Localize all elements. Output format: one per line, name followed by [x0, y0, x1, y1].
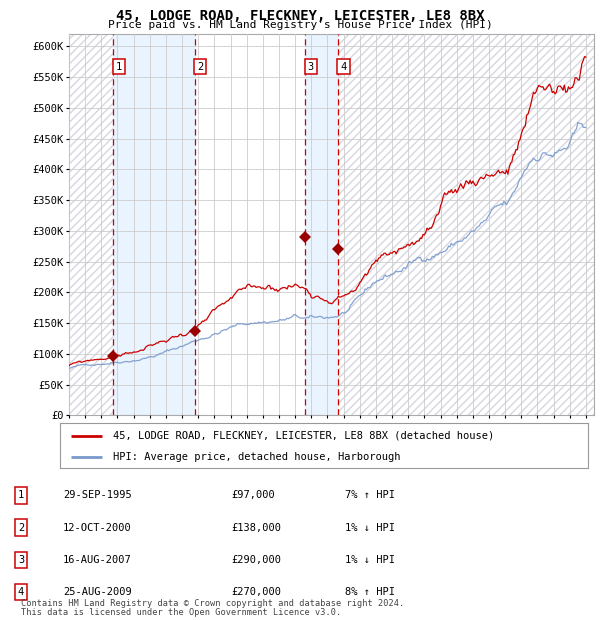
Text: 12-OCT-2000: 12-OCT-2000 [63, 523, 132, 533]
Text: 25-AUG-2009: 25-AUG-2009 [63, 587, 132, 597]
Text: 7% ↑ HPI: 7% ↑ HPI [345, 490, 395, 500]
Bar [338, 34, 594, 415]
Text: £290,000: £290,000 [231, 555, 281, 565]
Text: 3: 3 [308, 61, 314, 71]
Text: Contains HM Land Registry data © Crown copyright and database right 2024.: Contains HM Land Registry data © Crown c… [21, 598, 404, 608]
Text: 4: 4 [340, 61, 347, 71]
Text: 8% ↑ HPI: 8% ↑ HPI [345, 587, 395, 597]
Text: HPI: Average price, detached house, Harborough: HPI: Average price, detached house, Harb… [113, 452, 400, 462]
Text: £138,000: £138,000 [231, 523, 281, 533]
Text: 3: 3 [18, 555, 24, 565]
Text: 1% ↓ HPI: 1% ↓ HPI [345, 523, 395, 533]
Bar [338, 34, 594, 415]
Bar [69, 34, 113, 415]
Text: 45, LODGE ROAD, FLECKNEY, LEICESTER, LE8 8BX (detached house): 45, LODGE ROAD, FLECKNEY, LEICESTER, LE8… [113, 431, 494, 441]
Text: 2: 2 [18, 523, 24, 533]
Text: £97,000: £97,000 [231, 490, 275, 500]
Text: 4: 4 [18, 587, 24, 597]
Text: This data is licensed under the Open Government Licence v3.0.: This data is licensed under the Open Gov… [21, 608, 341, 617]
Bar [305, 34, 338, 415]
Bar [113, 34, 195, 415]
Bar [69, 34, 113, 415]
Text: £270,000: £270,000 [231, 587, 281, 597]
Text: Price paid vs. HM Land Registry's House Price Index (HPI): Price paid vs. HM Land Registry's House … [107, 20, 493, 30]
Text: 45, LODGE ROAD, FLECKNEY, LEICESTER, LE8 8BX: 45, LODGE ROAD, FLECKNEY, LEICESTER, LE8… [116, 9, 484, 24]
Text: 1: 1 [116, 61, 122, 71]
Text: 29-SEP-1995: 29-SEP-1995 [63, 490, 132, 500]
Text: 1% ↓ HPI: 1% ↓ HPI [345, 555, 395, 565]
Text: 1: 1 [18, 490, 24, 500]
Text: 16-AUG-2007: 16-AUG-2007 [63, 555, 132, 565]
Text: 2: 2 [197, 61, 203, 71]
